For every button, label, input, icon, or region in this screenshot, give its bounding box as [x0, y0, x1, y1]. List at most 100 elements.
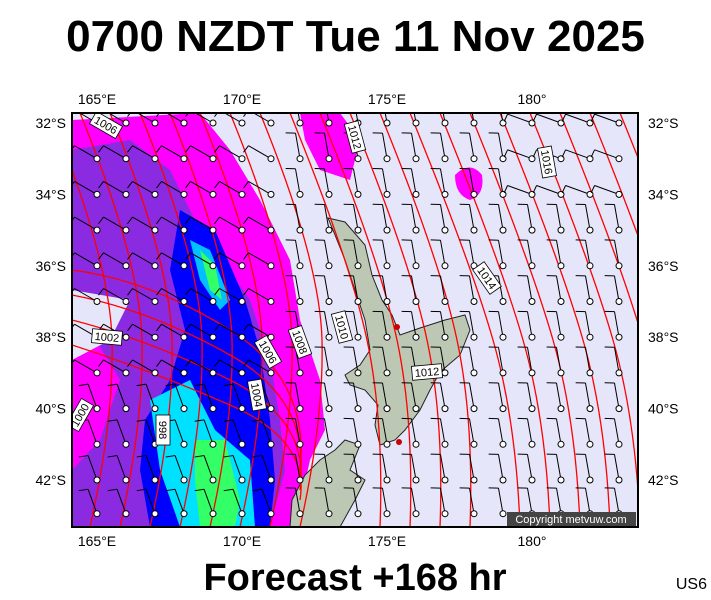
wind-barb-station [243, 145, 275, 163]
wind-barb-staff [116, 489, 127, 514]
wind-barb-feather [98, 145, 104, 153]
wind-barb-staff [594, 149, 620, 160]
station-circle [296, 440, 304, 448]
station-circle [354, 226, 362, 234]
svg-text:998: 998 [156, 421, 168, 439]
wind-barb-staff [497, 454, 504, 481]
station-circle [122, 119, 130, 127]
wind-barb-staff [497, 240, 504, 266]
wind-barb-staff [410, 168, 417, 195]
station-circle [499, 510, 507, 518]
wind-barb-station [98, 216, 130, 234]
wind-barb-station [314, 487, 333, 518]
wind-barb-feather [194, 383, 205, 387]
station-circle [615, 119, 623, 127]
wind-barb-station [517, 382, 536, 413]
wind-barb-station [401, 310, 420, 341]
wind-barb-staff [248, 216, 272, 231]
wind-barb-staff [584, 488, 591, 514]
station-circle [296, 262, 304, 270]
wind-barb-feather [72, 252, 75, 257]
wind-barb-station [488, 310, 507, 341]
wind-barb-station [372, 417, 391, 448]
wind-barb-station [98, 145, 130, 163]
wind-barb-station [325, 113, 333, 127]
wind-barb-staff [536, 185, 562, 195]
station-circle [586, 155, 594, 163]
wind-barb-station [575, 382, 594, 413]
wind-barb-station [488, 239, 507, 270]
isobar-label: 1010 [330, 310, 354, 344]
wind-barb-staff [584, 347, 591, 373]
wind-barb-station [314, 310, 333, 341]
station-circle [499, 405, 507, 413]
station-circle [151, 298, 159, 305]
isobar-line [349, 113, 442, 527]
isobar-label: 1004 [247, 378, 267, 412]
wind-barb-feather [78, 383, 89, 387]
wind-barb-station [488, 487, 507, 518]
wind-barb-staff [174, 455, 185, 481]
wind-barb-station [156, 288, 188, 305]
wind-barb-station [214, 216, 246, 234]
wind-barb-station [127, 252, 159, 270]
wind-barb-staff [468, 168, 475, 195]
wind-barb-station [156, 145, 188, 163]
wind-barb-staff [165, 113, 185, 124]
svg-text:1012: 1012 [414, 366, 439, 380]
wind-barb-staff [352, 347, 359, 373]
wind-barb-station [314, 203, 333, 234]
wind-barb-station [517, 275, 536, 305]
wind-barb-staff [203, 419, 214, 445]
station-circle [151, 155, 159, 163]
wind-barb-station [430, 417, 449, 448]
station-circle [383, 298, 391, 305]
isobars [72, 113, 638, 527]
wind-barb-staff [116, 419, 127, 445]
wind-barb-station [590, 149, 623, 163]
wind-barb-staff [613, 347, 620, 373]
wind-barb-staff [232, 383, 243, 409]
station-circle [238, 440, 246, 448]
station-circle [557, 405, 565, 413]
wind-barb-staff [261, 455, 272, 481]
lon-label-bottom: 170°E [223, 533, 261, 549]
station-circle [383, 440, 391, 448]
wind-barb-staff [219, 216, 243, 231]
wind-barb-staff [584, 311, 591, 338]
station-circle [122, 262, 130, 270]
wind-barb-station [285, 168, 304, 198]
station-circle [122, 333, 130, 341]
wind-barb-feather [223, 455, 234, 458]
wind-barb-station [343, 275, 362, 305]
wind-barb-station [314, 453, 333, 484]
wind-barb-station [459, 275, 478, 305]
station-circle [238, 119, 246, 127]
wind-barb-station [401, 275, 420, 305]
station-circle [383, 369, 391, 377]
wind-barb-staff [203, 489, 214, 514]
station-circle [325, 405, 333, 413]
wind-barb-staff [323, 382, 330, 409]
station-circle [354, 333, 362, 341]
wind-barb-staff [352, 311, 359, 338]
station-circle [209, 226, 217, 234]
wind-barb-feather [127, 288, 133, 296]
station-circle [586, 405, 594, 413]
wind-barb-staff [219, 180, 243, 195]
wind-barb-feather [185, 216, 191, 225]
station-circle [93, 190, 101, 198]
isobar-line [79, 113, 143, 527]
wind-barb-station [314, 417, 333, 448]
wind-barb-station [401, 239, 420, 270]
wind-barb-station [372, 310, 391, 341]
station-circle [267, 405, 275, 413]
station-circle [441, 190, 449, 198]
station-circle [122, 510, 130, 518]
station-circle [267, 298, 275, 305]
wind-barb-staff [613, 454, 620, 481]
wind-barb-staff [323, 418, 330, 445]
station-circle [325, 119, 333, 127]
wind-barb-station [214, 145, 246, 163]
wind-barb-staff [439, 418, 446, 445]
